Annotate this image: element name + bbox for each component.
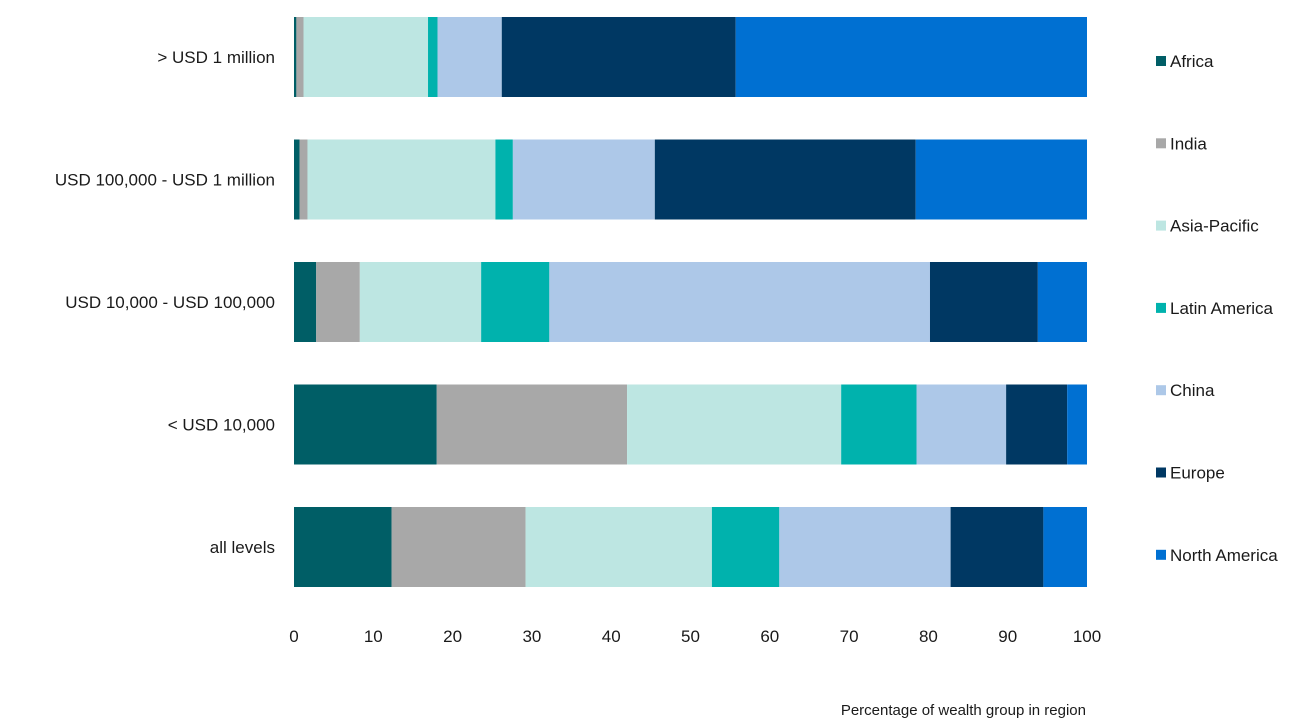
legend-label-africa: Africa [1170, 52, 1214, 71]
legend-label-china: China [1170, 381, 1215, 400]
bar-segment-china-row-5 [779, 507, 951, 587]
bar-segment-asia-pacific-row-1 [303, 17, 429, 97]
x-tick-label-20: 20 [443, 627, 462, 646]
x-axis-title: Percentage of wealth group in region [841, 702, 1086, 719]
bar-segment-europe-row-5 [950, 507, 1044, 587]
x-tick-label-70: 70 [840, 627, 859, 646]
legend-swatch-india [1156, 138, 1166, 149]
bar-segment-latin-america-row-1 [428, 17, 438, 97]
bar-segment-latin-america-row-5 [711, 507, 780, 587]
bar-segment-north-america-row-4 [1067, 384, 1087, 465]
legend: Africa India Asia-Pacific Latin America Chin… [1156, 52, 1278, 565]
category-labels: > USD 1 million USD 100,000 - USD 1 milli… [55, 48, 275, 557]
bar-segment-africa-row-1 [294, 17, 297, 97]
x-tick-label-10: 10 [364, 627, 383, 646]
bar-segment-north-america-row-1 [735, 17, 1087, 97]
x-tick-label-90: 90 [998, 627, 1017, 646]
bar-segment-latin-america-row-3 [481, 262, 550, 342]
bar-segment-india-row-5 [391, 507, 526, 587]
bar-segment-china-row-1 [437, 17, 502, 97]
bar-segment-india-row-2 [299, 139, 308, 220]
bar-segment-china-row-4 [916, 384, 1007, 465]
category-label-row-2: USD 100,000 - USD 1 million [55, 171, 275, 190]
x-tick-label-80: 80 [919, 627, 938, 646]
bar-segment-africa-row-5 [294, 507, 392, 587]
bar-segment-asia-pacific-row-4 [627, 384, 842, 465]
legend-swatch-europe [1156, 467, 1166, 478]
bar-segment-india-row-1 [296, 17, 304, 97]
legend-swatch-latin-america [1156, 302, 1166, 313]
x-tick-label-50: 50 [681, 627, 700, 646]
bar-segment-asia-pacific-row-5 [525, 507, 712, 587]
bar-segment-asia-pacific-row-3 [359, 262, 482, 342]
x-tick-label-30: 30 [522, 627, 541, 646]
bar-segment-china-row-2 [512, 139, 655, 220]
bar-segment-north-america-row-2 [915, 139, 1087, 220]
legend-swatch-africa [1156, 56, 1166, 66]
bar-segment-europe-row-3 [929, 262, 1038, 342]
legend-label-india: India [1170, 134, 1207, 153]
legend-swatch-asia-pacific [1156, 220, 1166, 231]
legend-swatch-north-america [1156, 549, 1166, 560]
x-tick-label-100: 100 [1073, 627, 1101, 646]
bar-segment-india-row-4 [436, 384, 628, 465]
bar-segment-north-america-row-3 [1037, 262, 1087, 342]
bar-segment-europe-row-1 [501, 17, 736, 97]
x-tick-labels: 0 10 20 30 40 50 60 70 80 90 100 [289, 627, 1101, 646]
category-label-row-1: > USD 1 million [157, 48, 275, 67]
bar-segment-africa-row-4 [294, 384, 437, 465]
category-label-row-5: all levels [210, 538, 275, 557]
x-tick-label-0: 0 [289, 627, 298, 646]
bar-segment-india-row-3 [316, 262, 360, 342]
bar-segment-europe-row-4 [1006, 384, 1068, 465]
legend-label-north-america: North America [1170, 546, 1278, 565]
bar-segment-europe-row-2 [654, 139, 916, 220]
legend-swatch-china [1156, 385, 1166, 396]
bar-segment-africa-row-3 [294, 262, 317, 342]
legend-label-asia-pacific: Asia-Pacific [1170, 217, 1259, 236]
legend-label-latin-america: Latin America [1170, 299, 1274, 318]
bar-segment-latin-america-row-2 [495, 139, 513, 220]
bar-segment-africa-row-2 [294, 139, 300, 220]
bar-segment-north-america-row-5 [1043, 507, 1087, 587]
bar-segment-asia-pacific-row-2 [307, 139, 496, 220]
category-label-row-3: USD 10,000 - USD 100,000 [65, 293, 275, 312]
bars-group [294, 17, 1087, 587]
legend-label-europe: Europe [1170, 464, 1225, 483]
bar-segment-china-row-3 [549, 262, 930, 342]
x-tick-label-40: 40 [602, 627, 621, 646]
x-tick-label-60: 60 [760, 627, 779, 646]
bar-segment-latin-america-row-4 [841, 384, 917, 465]
category-label-row-4: < USD 10,000 [168, 416, 275, 435]
